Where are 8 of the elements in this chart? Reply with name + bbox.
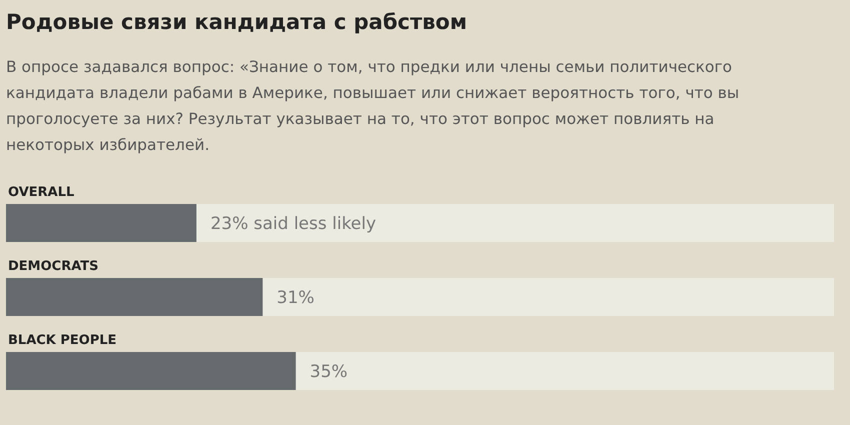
y-tick-label: BLACK PEOPLE — [8, 333, 117, 348]
data-label: 31% — [276, 288, 314, 308]
data-label: 35% — [310, 362, 348, 382]
y-tick-label: OVERALL — [8, 185, 74, 200]
data-label: 23% said less likely — [210, 214, 376, 234]
chart-subtitle: В опросе задавался вопрос: «Знание о том, что предки или члены семьи политического кандидата владели рабами в Америке, повышает или снижает вероятность того, что вы проголосуете за них? Результат указывает на то, что этот вопрос может повлиять на некоторых избирателей. — [6, 57, 740, 156]
y-tick-label: DEMOCRATS — [8, 259, 98, 274]
chart-title: Родовые связи кандидата с рабством — [6, 10, 468, 34]
